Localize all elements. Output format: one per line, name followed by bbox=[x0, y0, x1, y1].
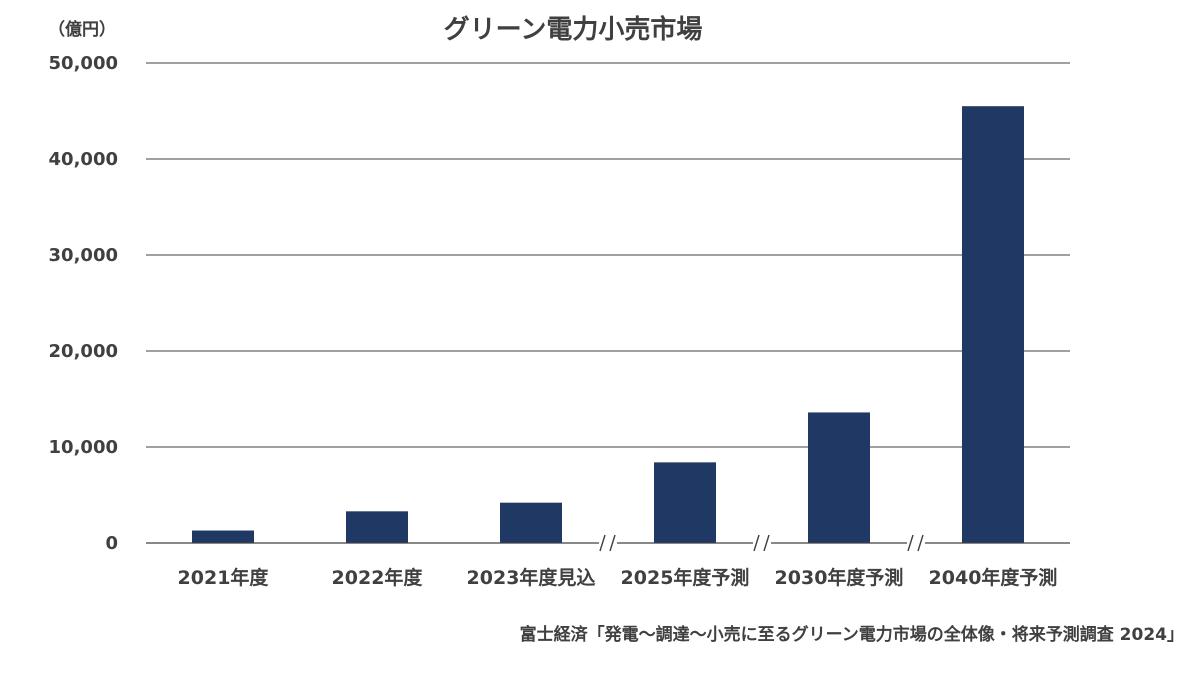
y-tick-label: 40,000 bbox=[49, 149, 118, 170]
bar bbox=[192, 530, 254, 543]
chart-title: グリーン電力小売市場 bbox=[444, 14, 703, 45]
bar bbox=[500, 502, 562, 543]
y-tick-label: 50,000 bbox=[49, 53, 118, 74]
gridlines bbox=[146, 62, 1070, 448]
bars bbox=[192, 106, 1024, 543]
x-tick-label: 2022年度 bbox=[332, 566, 424, 589]
x-tick-label: 2030年度予測 bbox=[775, 566, 904, 589]
bar bbox=[654, 462, 716, 543]
x-tick-label: 2040年度予測 bbox=[929, 566, 1058, 589]
axis-break-marker bbox=[753, 534, 771, 552]
axis-breaks bbox=[599, 534, 925, 552]
y-axis-ticks: 0 10,000 20,000 30,000 40,000 50,000 bbox=[49, 53, 118, 554]
y-tick-label: 30,000 bbox=[49, 245, 118, 266]
bar bbox=[808, 412, 870, 543]
bar bbox=[962, 106, 1024, 543]
axis-break-marker bbox=[907, 534, 925, 552]
x-tick-label: 2023年度見込 bbox=[467, 566, 596, 589]
bar bbox=[346, 511, 408, 543]
axis-break-marker bbox=[599, 534, 617, 552]
y-tick-label: 10,000 bbox=[49, 437, 118, 458]
x-tick-label: 2025年度予測 bbox=[621, 566, 750, 589]
x-axis-ticks: 2021年度 2022年度 2023年度見込 2025年度予測 2030年度予測 2040… bbox=[178, 566, 1058, 589]
x-tick-label: 2021年度 bbox=[178, 566, 270, 589]
y-axis-unit-label: （億円） bbox=[48, 19, 116, 40]
y-tick-label: 0 bbox=[105, 533, 118, 554]
y-tick-label: 20,000 bbox=[49, 341, 118, 362]
source-note: 富士経済「発電～調達～小売に至るグリーン電力市場の全体像・将来予測調査 2024… bbox=[520, 624, 1184, 645]
